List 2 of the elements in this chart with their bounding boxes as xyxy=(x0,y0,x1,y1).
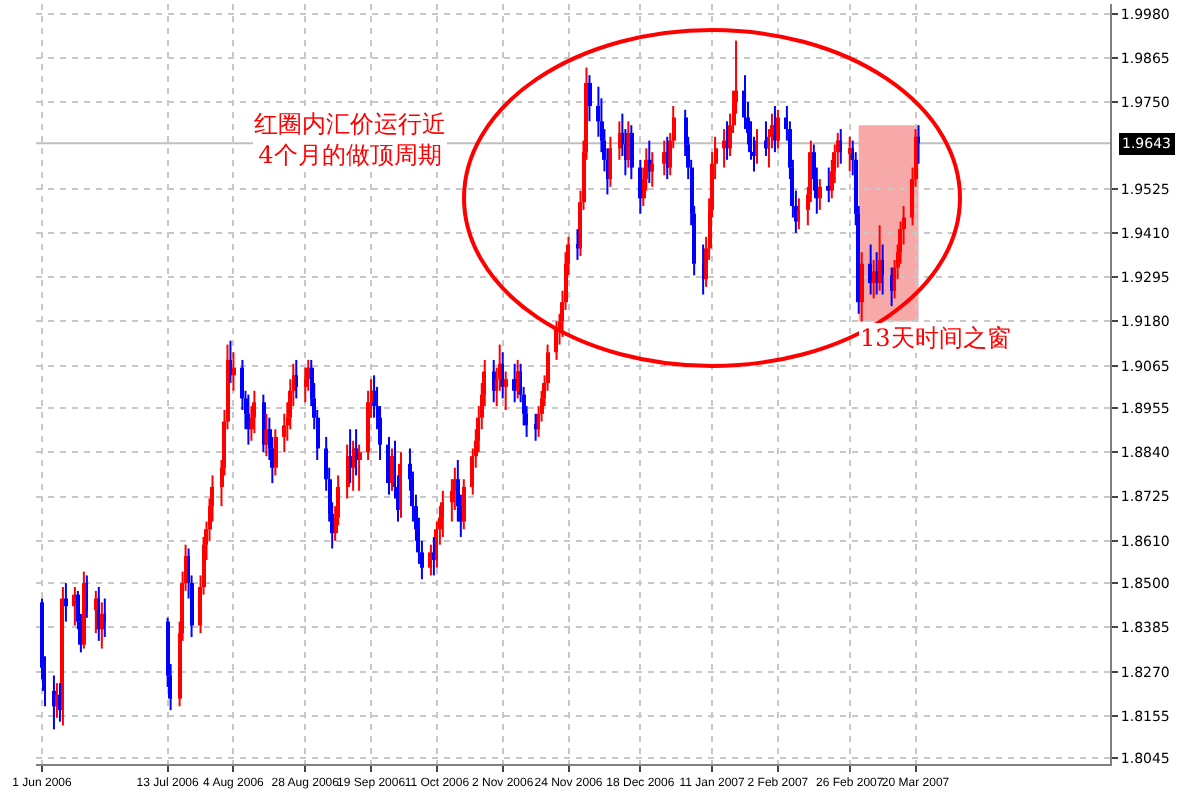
annotation: 13天时间之窗 xyxy=(860,324,1011,352)
annotation: 红圈内汇价运行近 4个月的做顶周期 xyxy=(254,110,446,170)
